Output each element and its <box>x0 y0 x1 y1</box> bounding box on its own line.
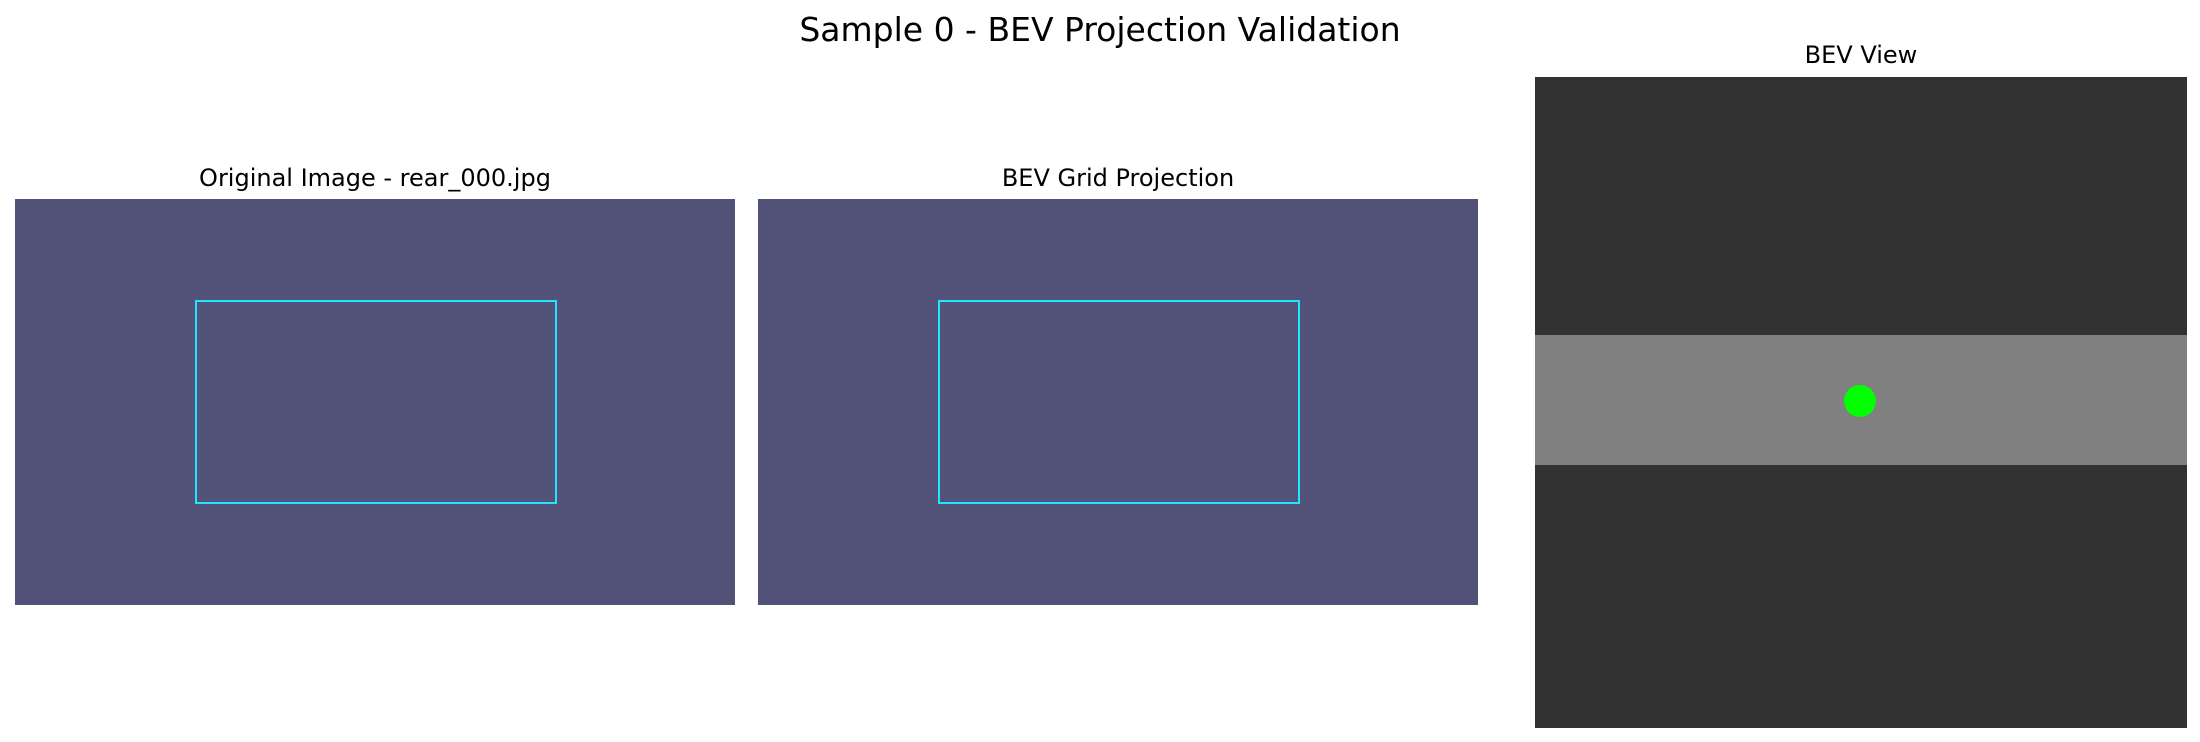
bev-grid-projection-panel <box>758 199 1478 605</box>
original-image-panel <box>15 199 735 605</box>
figure-title: Sample 0 - BEV Projection Validation <box>799 10 1401 49</box>
grid-outline-rectangle <box>195 300 557 504</box>
bev-view-title: BEV View <box>1804 41 1918 69</box>
projected-grid-rectangle <box>938 300 1300 504</box>
bev-view-panel <box>1535 77 2187 728</box>
vehicle-marker-dot <box>1844 385 1876 417</box>
bev-grid-projection-title: BEV Grid Projection <box>1001 164 1235 192</box>
original-image-title: Original Image - rear_000.jpg <box>199 164 551 192</box>
